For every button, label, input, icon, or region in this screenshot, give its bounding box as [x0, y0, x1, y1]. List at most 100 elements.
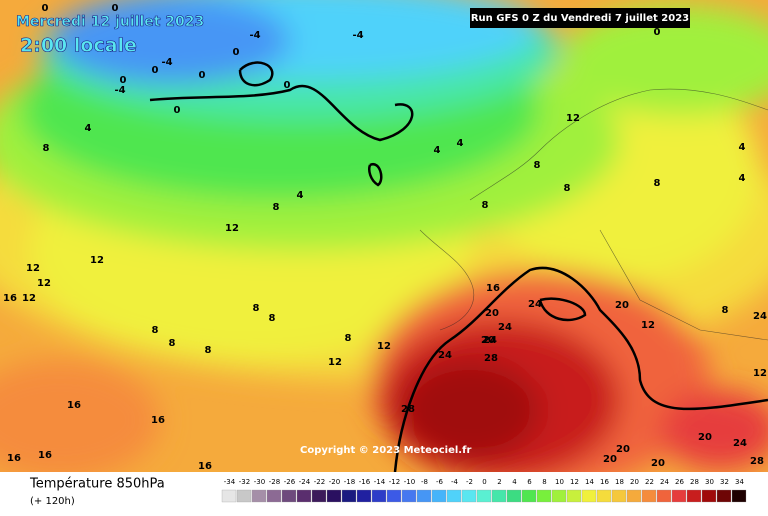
contour-label: 12 [377, 341, 391, 352]
contour-label: 8 [269, 313, 276, 324]
contour-label: 16 [38, 450, 52, 461]
contour-label: 4 [739, 142, 746, 153]
contour-label: 4 [85, 123, 92, 134]
colorbar-label: 0 [482, 478, 486, 486]
colorbar-box [491, 489, 507, 503]
contour-label: 12 [753, 368, 767, 379]
colorbar-box [641, 489, 657, 503]
colorbar-label: -12 [389, 478, 400, 486]
contour-label: 4 [297, 190, 304, 201]
contour-label: 8 [205, 345, 212, 356]
colorbar-label: -26 [284, 478, 296, 486]
contour-label: 20 [485, 308, 499, 319]
contour-label: 20 [616, 444, 630, 455]
contour-label: 16 [3, 293, 17, 304]
contour-label: 12 [225, 223, 239, 234]
colorbar-box [371, 489, 387, 503]
colorbar-label: -24 [299, 478, 311, 486]
contour-label: 24 [733, 438, 747, 449]
contour-label: 12 [90, 255, 104, 266]
colorbar-box [416, 489, 432, 503]
contour-label: 12 [37, 278, 51, 289]
colorbar-label: -34 [224, 478, 236, 486]
colorbar-box [701, 489, 717, 503]
contour-label: 24 [753, 311, 767, 322]
colorbar-box [221, 489, 237, 503]
contour-label: 8 [273, 202, 280, 213]
contour-label: 16 [198, 461, 212, 472]
colorbar-box [731, 489, 747, 503]
colorbar-label: -2 [466, 478, 473, 486]
contour-label: 16 [151, 415, 165, 426]
colorbar-label: 10 [555, 478, 564, 486]
colorbar-box [596, 489, 612, 503]
contour-label: 20 [481, 335, 495, 346]
colorbar-box [251, 489, 267, 503]
contour-label: 8 [345, 333, 352, 344]
colorbar-box [626, 489, 642, 503]
contour-label: 28 [750, 456, 764, 467]
colorbar-label: -10 [404, 478, 415, 486]
run-text: Run GFS 0 Z du Vendredi 7 juillet 2023 [471, 13, 689, 24]
contour-label: 4 [739, 173, 746, 184]
contour-label: 8 [482, 200, 489, 211]
contour-label: 8 [564, 183, 571, 194]
colorbar-box [551, 489, 567, 503]
contour-label: 12 [22, 293, 36, 304]
colorbar-label: 28 [690, 478, 699, 486]
contour-label: 12 [26, 263, 40, 274]
temperature-field [0, 0, 768, 472]
colorbar-box [536, 489, 552, 503]
contour-label: 20 [651, 458, 665, 469]
contour-label: -4 [352, 30, 363, 41]
colorbar-label: 20 [630, 478, 639, 486]
contour-label: 16 [7, 453, 21, 464]
colorbar-label: -16 [359, 478, 371, 486]
colorbar-label: 32 [720, 478, 729, 486]
colorbar-label: -22 [314, 478, 325, 486]
colorbar-label: 8 [542, 478, 546, 486]
colorbar-label: -8 [421, 478, 428, 486]
colorbar-box [236, 489, 252, 503]
contour-label: 0 [284, 80, 291, 91]
contour-label: 20 [615, 300, 629, 311]
colorbar-box [296, 489, 312, 503]
contour-label: 0 [152, 65, 159, 76]
contour-label: 0 [233, 47, 240, 58]
contour-label: 12 [641, 320, 655, 331]
contour-label: 28 [484, 353, 498, 364]
legend-title: Température 850hPa [29, 477, 165, 492]
contour-label: 0 [174, 105, 181, 116]
colorbar-box [566, 489, 582, 503]
colorbar-box [341, 489, 357, 503]
colorbar-box [716, 489, 732, 503]
contour-label: 12 [328, 357, 342, 368]
contour-label: 8 [43, 143, 50, 154]
contour-label: 4 [457, 138, 464, 149]
contour-label: 0 [199, 70, 206, 81]
contour-label: 12 [566, 113, 580, 124]
colorbar-label: 30 [705, 478, 714, 486]
contour-label: 24 [528, 299, 542, 310]
run-box [470, 8, 690, 28]
copyright: Copyright © 2023 Meteociel.fr [300, 445, 471, 456]
colorbar-box [611, 489, 627, 503]
time-text: 2:00 locale [20, 35, 137, 57]
contour-label: -4 [161, 57, 172, 68]
contour-label: -4 [249, 30, 260, 41]
colorbar-box [386, 489, 402, 503]
colorbar-label: 34 [735, 478, 744, 486]
colorbar-label: 14 [585, 478, 594, 486]
contour-label: 8 [152, 325, 159, 336]
contour-label: 0 [42, 3, 49, 14]
colorbar-label: 18 [615, 478, 624, 486]
colorbar-box [281, 489, 297, 503]
legend-lead: (+ 120h) [30, 496, 75, 507]
contour-label: 20 [698, 432, 712, 443]
colorbar-box [656, 489, 672, 503]
colorbar-label: 24 [660, 478, 669, 486]
contour-label: 28 [401, 404, 415, 415]
colorbar-label: -28 [269, 478, 280, 486]
